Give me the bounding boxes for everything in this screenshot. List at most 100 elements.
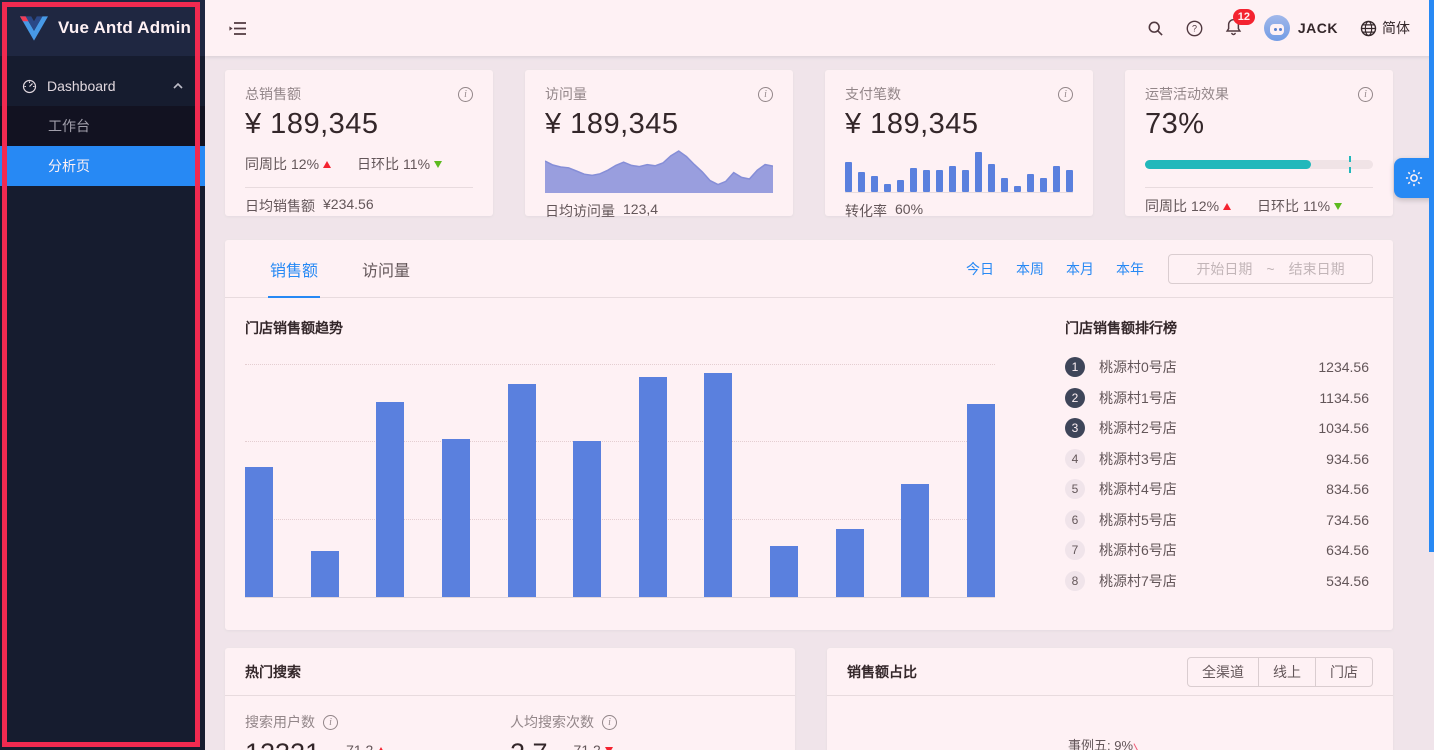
stat-value: ¥ 189,345 [845,108,979,140]
store-name: 桃源村1号店 [1099,389,1177,406]
operations-progress-bar [1145,155,1373,173]
store-name: 桃源村4号店 [1099,481,1177,498]
store-sales-value: 1234.56 [1318,359,1369,376]
notification-badge: 12 [1232,8,1255,25]
bar [441,439,470,597]
mini-bar [1014,186,1021,192]
top-header: ? 12 JACK 简体 [205,0,1434,56]
mini-bar [1027,174,1034,192]
stat-title: 总销售额 [245,86,301,102]
date-range-picker[interactable]: 开始日期 ~ 结束日期 [1168,253,1373,284]
store-sales-value: 634.56 [1326,542,1369,559]
bar [507,384,536,597]
app-title: Vue Antd Admin [58,18,192,37]
bottom-cards-row: 热门搜索 搜索用户数 i 12321 71.2 人均搜索次数 i [225,648,1393,750]
stat-cards-row: 总销售额 i ¥ 189,345 同周比 12% 日环比 11% 日均销售额 ¥234… [225,70,1393,219]
mini-bar [936,170,943,192]
mini-bar [962,170,969,192]
mini-bar [975,152,982,192]
sales-tab-bar: 销售额 访问量 今日 本周 本月 本年 开始日期 ~ 结束日期 [225,240,1393,298]
dashboard-icon [22,79,37,94]
bar [901,484,930,597]
rank-number: 6 [1065,509,1085,530]
bar [770,546,798,597]
info-icon[interactable]: i [1058,86,1073,102]
stat-footer-value: 123,4 [623,201,659,217]
bar [835,529,864,597]
info-icon[interactable]: i [323,714,338,730]
metric-value: 12321 [245,738,320,750]
metric-trend-value: 71.2 [346,742,374,750]
bar [573,441,602,597]
trend-down-icon [434,160,443,168]
mini-bar [897,180,904,192]
tab-访问量[interactable]: 访问量 [362,262,411,280]
trend-value: 12% [1191,198,1220,214]
filter-button-线上[interactable]: 线上 [1258,656,1316,687]
stat-title: 支付笔数 [845,86,901,102]
store-sales-value: 834.56 [1326,481,1369,498]
trend-up-icon [1223,202,1232,210]
sidebar-group-label: Dashboard [47,78,116,94]
search-icon[interactable] [1147,20,1164,37]
bar [638,377,667,597]
pie-slice-label: 事例五: 9% [1068,735,1140,750]
sales-share-title: 销售额占比 [847,663,917,680]
trend-label: 同周比 [245,156,287,172]
quick-link-本月[interactable]: 本月 [1066,260,1094,277]
info-icon[interactable]: i [1358,86,1373,102]
settings-button[interactable] [1394,158,1434,198]
mini-bar [871,176,878,192]
quick-link-本年[interactable]: 本年 [1116,260,1144,277]
stat-title: 访问量 [545,86,587,102]
bar [704,373,733,597]
sidebar-item-dashboard[interactable]: Dashboard [0,66,205,106]
sidebar-item-工作台[interactable]: 工作台 [0,106,205,146]
store-name: 桃源村2号店 [1099,420,1177,437]
menu-fold-icon[interactable] [229,21,247,36]
gear-icon [1403,167,1425,189]
filter-button-门店[interactable]: 门店 [1315,656,1373,687]
tab-销售额[interactable]: 销售额 [268,240,321,298]
stat-value: ¥ 189,345 [245,108,379,140]
rank-number: 3 [1065,418,1085,439]
store-sales-bar-chart [245,354,995,598]
mini-bar [884,184,891,192]
info-icon[interactable]: i [602,714,617,730]
metric-label: 搜索用户数 [245,714,315,730]
visits-mini-area-chart [544,147,774,193]
stat-card-visits: 访问量 i ¥ 189,345 日均访问量 123,4 [525,70,793,219]
store-name: 桃源村7号店 [1099,572,1177,589]
mini-bar [1001,178,1008,192]
quick-link-今日[interactable]: 今日 [966,260,994,277]
notifications-bell[interactable]: 12 [1225,8,1255,39]
metric-value: 2.7 [510,738,548,750]
page-scrollbar-thumb[interactable] [1429,0,1434,552]
info-icon[interactable]: i [758,86,773,102]
globe-icon [1360,20,1377,37]
trend-down-icon [604,746,613,750]
help-icon[interactable]: ? [1186,20,1203,37]
store-name: 桃源村5号店 [1099,511,1177,528]
filter-button-全渠道[interactable]: 全渠道 [1187,656,1259,687]
hot-search-card: 热门搜索 搜索用户数 i 12321 71.2 人均搜索次数 i [225,648,795,750]
info-icon[interactable]: i [458,86,473,102]
sidebar-item-分析页[interactable]: 分析页 [0,146,205,186]
mini-bar [988,164,995,192]
mini-bar [845,162,852,192]
user-menu[interactable]: JACK [1263,15,1338,41]
ranking-item: 2 桃源村1号店 1134.56 [1065,383,1369,414]
language-switcher[interactable]: 简体 [1360,18,1410,38]
stat-footer-label: 日均访问量 [545,203,615,219]
date-start-placeholder: 开始日期 [1196,260,1253,277]
app-logo[interactable]: Vue Antd Admin [0,0,205,56]
metric-search-users: 搜索用户数 i 12321 71.2 [245,712,510,750]
gridline [245,364,995,365]
trend-label: 同周比 [1145,198,1187,214]
bar [245,467,273,597]
stat-value: ¥ 189,345 [545,108,679,140]
stat-title: 运营活动效果 [1145,86,1229,102]
chevron-up-icon [173,83,183,89]
quick-link-本周[interactable]: 本周 [1016,260,1044,277]
